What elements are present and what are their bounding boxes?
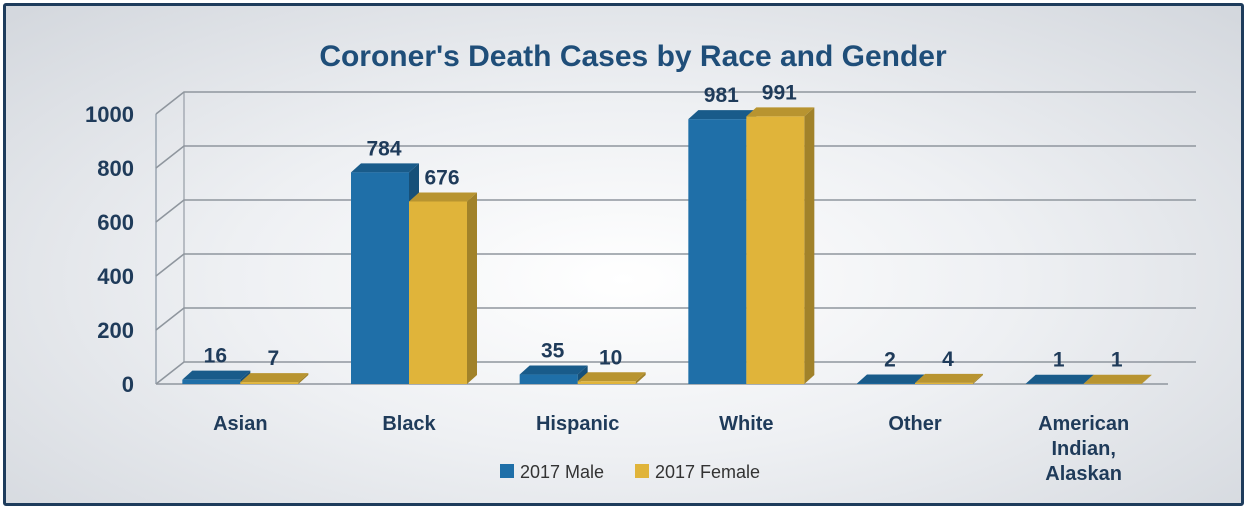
gridline: [155, 307, 1196, 331]
x-tick-line: American: [1038, 413, 1129, 435]
x-tick-label: Asian: [213, 413, 267, 435]
x-tick-line: Black: [382, 413, 436, 435]
x-tick-label: White: [719, 413, 773, 435]
y-tick-label: 0: [122, 372, 134, 397]
bar-male-hispanic: [519, 365, 588, 384]
gridline: [155, 145, 1196, 169]
y-tick-label: 400: [97, 264, 134, 289]
bar-front: [351, 172, 409, 384]
data-label: 991: [762, 81, 797, 104]
bar-top: [351, 163, 419, 173]
legend-item-male: 2017 Male: [500, 462, 604, 482]
data-label: 784: [366, 137, 401, 160]
bar-front: [409, 201, 467, 384]
x-tick-line: Hispanic: [536, 413, 619, 435]
legend-swatch: [500, 464, 514, 478]
bar-side: [298, 373, 309, 384]
legend-label: 2017 Female: [655, 462, 760, 482]
bar-female-asian: [240, 373, 309, 384]
bar-front: [182, 379, 241, 384]
legend-label: 2017 Male: [520, 462, 604, 482]
bar-top: [746, 107, 815, 117]
y-tick-label: 200: [97, 318, 134, 343]
x-tick-line: Asian: [213, 413, 267, 435]
bar-top: [182, 370, 251, 380]
bars: [182, 107, 1152, 385]
data-labels: 16 7 784 676 35 10 981 991 2 4 1 1: [204, 81, 1123, 371]
bar-male-american-indian-alaskan: [1025, 374, 1094, 384]
x-tick-label: Black: [382, 413, 436, 435]
gridline: [155, 361, 1196, 385]
gridline: [155, 91, 1196, 115]
bar-female-black: [409, 192, 477, 384]
x-tick-label: Other: [888, 413, 942, 435]
bar-top: [409, 192, 477, 202]
bar-side: [467, 192, 477, 384]
gridline: [155, 253, 1196, 277]
bar-male-asian: [182, 370, 251, 384]
data-label: 1: [1053, 349, 1065, 372]
data-label: 7: [267, 347, 279, 370]
bar-chart: Coroner's Death Cases by Race and Gender…: [85, 40, 1196, 485]
x-tick-line: Other: [888, 413, 942, 435]
data-label: 1: [1111, 349, 1123, 372]
data-label: 16: [204, 345, 227, 368]
data-label: 10: [599, 346, 622, 369]
y-axis: 0 200 400 600 800 1000: [85, 102, 134, 397]
bar-front: [857, 383, 915, 384]
chart-frame: Coroner's Death Cases by Race and Gender…: [3, 3, 1244, 506]
bar-side: [973, 373, 983, 384]
bar-top: [1083, 374, 1152, 384]
bar-front: [577, 381, 636, 384]
bar-front: [688, 119, 747, 384]
x-tick-line: Alaskan: [1045, 463, 1122, 485]
bar-side: [804, 107, 815, 385]
gridlines: [155, 91, 1196, 385]
bar-side: [1141, 374, 1152, 384]
y-tick-label: 1000: [85, 102, 134, 127]
chart-title: Coroner's Death Cases by Race and Gender: [319, 40, 947, 73]
y-tick-label: 800: [97, 156, 134, 181]
bar-female-hispanic: [577, 372, 646, 384]
gridline: [155, 199, 1196, 223]
data-label: 2: [884, 348, 896, 371]
bar-side: [635, 372, 646, 384]
bar-top: [577, 372, 646, 382]
bar-male-white: [688, 110, 757, 384]
bar-front: [915, 382, 973, 384]
bar-top: [1025, 374, 1094, 384]
data-label: 981: [704, 84, 739, 107]
bar-front: [746, 116, 805, 385]
legend: 2017 Male 2017 Female: [500, 462, 760, 482]
bar-top: [519, 365, 588, 375]
bar-top: [240, 373, 309, 383]
x-tick-label: Hispanic: [536, 413, 619, 435]
bar-top: [688, 110, 757, 120]
x-tick-line: Indian,: [1051, 438, 1115, 460]
x-tick-label: American Indian, Alaskan: [1038, 413, 1129, 485]
bar-female-other: [915, 373, 983, 384]
bar-top: [915, 373, 983, 383]
data-label: 4: [942, 348, 954, 371]
bar-front: [519, 374, 578, 384]
y-tick-label: 600: [97, 210, 134, 235]
bar-top: [857, 374, 925, 384]
data-label: 35: [541, 340, 565, 363]
bar-male-black: [351, 163, 419, 384]
legend-item-female: 2017 Female: [635, 462, 760, 482]
bar-front: [240, 382, 299, 384]
data-label: 676: [424, 166, 459, 189]
x-axis-labels: Asian Black Hispanic White Other American Indi…: [213, 413, 1129, 485]
bar-female-white: [746, 107, 815, 385]
bar-male-other: [857, 374, 925, 384]
legend-swatch: [635, 464, 649, 478]
bar-female-american-indian-alaskan: [1083, 374, 1152, 384]
x-tick-line: White: [719, 413, 773, 435]
